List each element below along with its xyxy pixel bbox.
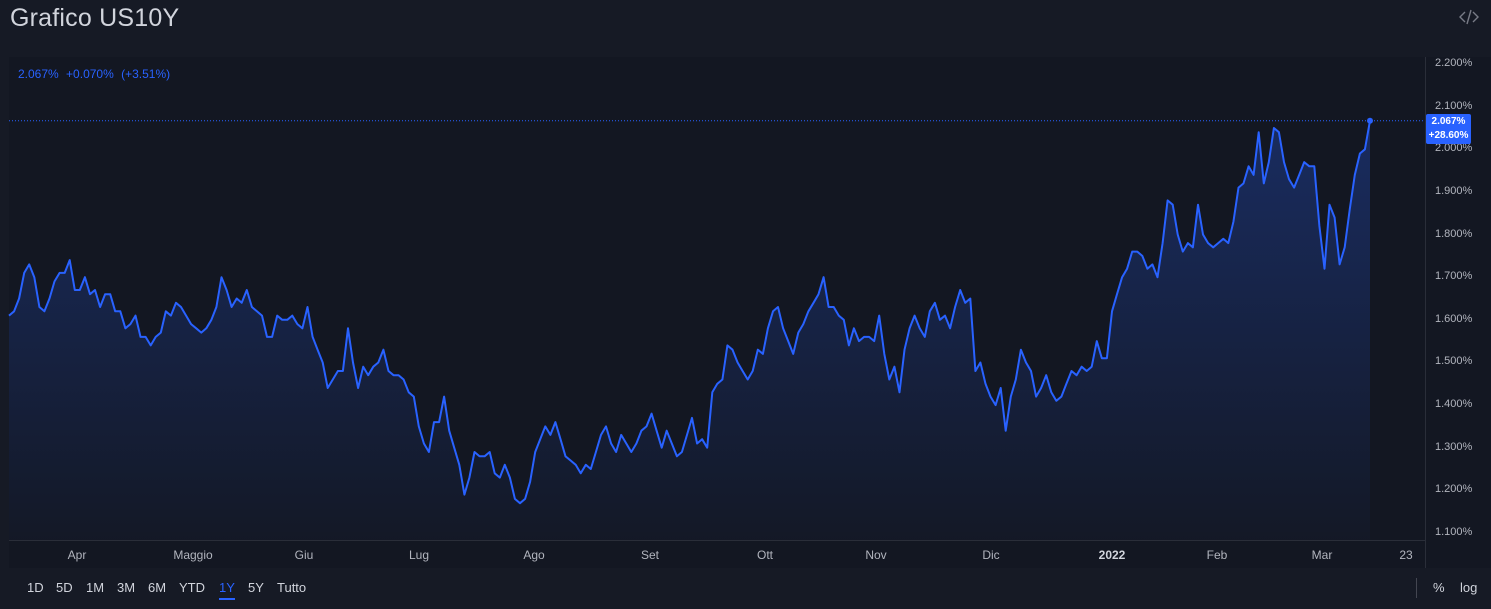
y-tick-label: 1.200% — [1435, 483, 1473, 496]
series-line[interactable] — [8, 120, 1371, 505]
range-button-tutto[interactable]: Tutto — [277, 580, 307, 595]
y-tick-label: 1.100% — [1435, 526, 1473, 538]
legend-change-pct: (+3.51%) — [121, 67, 171, 81]
x-tick-label: Giu — [294, 548, 314, 562]
last-price-label: 2.067% +28.60% — [1426, 114, 1471, 144]
x-tick-label: Nov — [865, 548, 887, 562]
y-tick-label: 1.500% — [1435, 355, 1473, 368]
range-button-5y[interactable]: 5Y — [248, 580, 264, 595]
y-tick-label: 2.100% — [1435, 99, 1473, 112]
x-tick-label: Mar — [1311, 548, 1333, 562]
chart-title: Grafico US10Y — [10, 4, 180, 32]
x-tick-label: Apr — [67, 548, 87, 562]
x-tick-label: Dic — [982, 548, 1000, 562]
x-tick-label: 23 — [1399, 548, 1413, 562]
x-tick-label: Maggio — [173, 548, 213, 562]
range-button-5d[interactable]: 5D — [56, 580, 73, 595]
range-button-3m[interactable]: 3M — [117, 580, 136, 595]
y-tick-label: 1.600% — [1435, 312, 1473, 325]
range-button-1y[interactable]: 1Y — [219, 580, 235, 600]
code-embed-icon-svg — [1459, 9, 1479, 25]
y-tick-label: 2.000% — [1435, 142, 1473, 155]
x-tick-label: Ago — [523, 548, 545, 562]
range-toolbar — [0, 569, 1491, 609]
y-tick-label: 2.200% — [1435, 57, 1473, 69]
range-button-1d[interactable]: 1D — [27, 580, 44, 595]
time-axis-divider — [9, 540, 1425, 541]
last-price-change: +28.60% — [1428, 130, 1469, 141]
x-tick-label: 2022 — [1098, 548, 1126, 562]
y-tick-label: 1.400% — [1435, 398, 1473, 411]
x-tick-label: Set — [640, 548, 660, 562]
code-embed-icon[interactable] — [1457, 8, 1481, 32]
last-price-value: 2.067% — [1431, 116, 1466, 127]
last-point-marker — [1367, 117, 1373, 124]
log-scale-button[interactable]: log — [1460, 580, 1478, 595]
y-tick-label: 1.700% — [1435, 270, 1473, 283]
price-legend: 2.067% +0.070% (+3.51%) — [18, 67, 174, 81]
range-button-ytd[interactable]: YTD — [179, 580, 205, 595]
range-button-6m[interactable]: 6M — [148, 580, 167, 595]
percent-scale-button[interactable]: % — [1433, 580, 1445, 595]
y-tick-label: 1.800% — [1435, 227, 1473, 240]
legend-value: 2.067% — [18, 67, 59, 81]
y-tick-label: 1.300% — [1435, 440, 1473, 453]
x-tick-label: Ott — [756, 548, 774, 562]
x-tick-label: Feb — [1206, 548, 1228, 562]
toolbar-divider — [1416, 578, 1417, 598]
price-axis-divider — [1425, 57, 1426, 568]
range-button-1m[interactable]: 1M — [86, 580, 105, 595]
x-tick-label: Lug — [408, 548, 430, 562]
series-area-fill — [9, 120, 1370, 540]
legend-change: +0.070% — [66, 67, 114, 81]
y-tick-label: 1.900% — [1435, 184, 1473, 197]
